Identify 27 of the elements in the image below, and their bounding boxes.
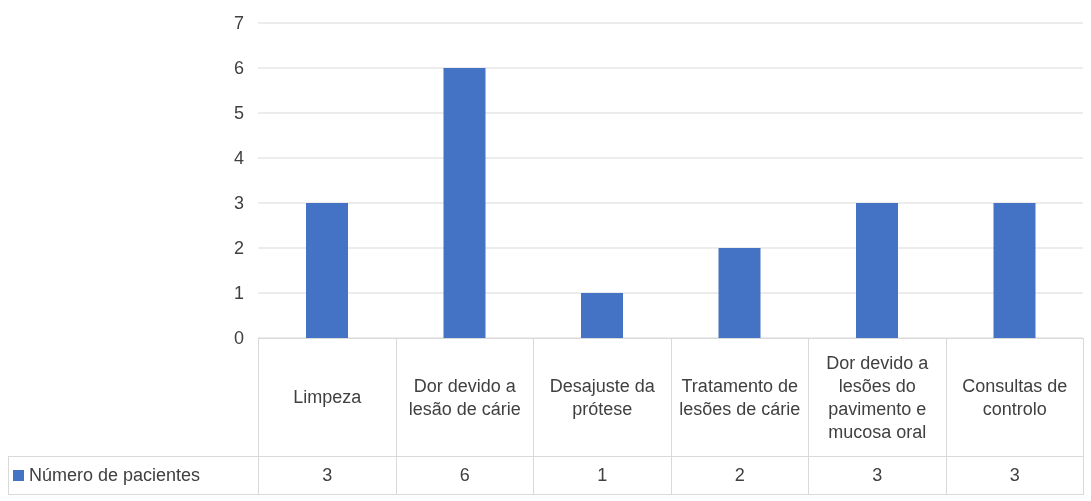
- y-tick-label: 3: [233, 193, 244, 214]
- bar: [443, 68, 486, 338]
- x-tick-label: Limpeza: [293, 386, 362, 409]
- bar: [581, 293, 623, 338]
- x-tick-label: Tratamento de lesões de cárie: [678, 374, 802, 421]
- x-tick-label: Consultas de controlo: [961, 374, 1069, 421]
- bar: [306, 203, 348, 338]
- y-tick-label: 1: [233, 283, 244, 304]
- y-tick-label: 0: [233, 328, 244, 349]
- bar: [993, 203, 1036, 338]
- data-label: 1: [597, 464, 608, 487]
- y-tick-label: 4: [233, 148, 244, 169]
- data-label: 2: [734, 464, 745, 487]
- y-tick-label: 5: [233, 103, 244, 124]
- legend-label: Número de pacientes: [29, 464, 201, 487]
- bar: [856, 203, 898, 338]
- y-tick-label: 2: [233, 238, 244, 259]
- data-label: 6: [459, 464, 470, 487]
- bar: [718, 248, 761, 338]
- data-label: 3: [322, 464, 333, 487]
- data-label: 3: [1009, 464, 1020, 487]
- x-tick-label: Dor devido a lesões do pavimento e mucosa oral: [825, 351, 930, 444]
- y-tick-label: 6: [233, 58, 244, 79]
- x-tick-label: Dor devido a lesão de cárie: [407, 374, 522, 421]
- y-tick-label: 7: [233, 13, 244, 34]
- x-tick-label: Desajuste da prótese: [548, 374, 656, 421]
- data-label: 3: [872, 464, 883, 487]
